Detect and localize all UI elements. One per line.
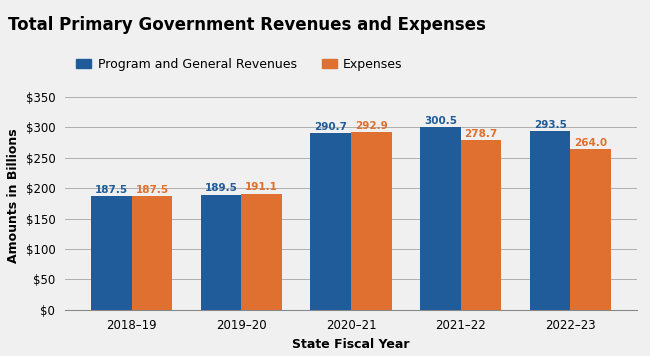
- X-axis label: State Fiscal Year: State Fiscal Year: [292, 338, 410, 351]
- Bar: [420, 127, 461, 310]
- Text: 293.5: 293.5: [534, 120, 567, 130]
- Bar: [131, 196, 172, 310]
- Bar: [241, 194, 282, 310]
- Y-axis label: Amounts in Billions: Amounts in Billions: [7, 129, 20, 263]
- Text: 292.9: 292.9: [355, 121, 387, 131]
- Text: 264.0: 264.0: [574, 138, 607, 148]
- Bar: [571, 149, 611, 310]
- Bar: [530, 131, 571, 310]
- Bar: [461, 140, 501, 310]
- Text: 290.7: 290.7: [314, 122, 347, 132]
- Text: Total Primary Government Revenues and Expenses: Total Primary Government Revenues and Ex…: [8, 16, 486, 35]
- Text: 191.1: 191.1: [245, 182, 278, 192]
- Text: 278.7: 278.7: [464, 129, 498, 139]
- Bar: [311, 133, 351, 310]
- Bar: [351, 132, 391, 310]
- Bar: [91, 196, 131, 310]
- Legend: Program and General Revenues, Expenses: Program and General Revenues, Expenses: [72, 53, 408, 75]
- Text: 187.5: 187.5: [95, 184, 128, 195]
- Text: 189.5: 189.5: [205, 183, 237, 193]
- Bar: [201, 195, 241, 310]
- Text: 300.5: 300.5: [424, 116, 457, 126]
- Text: 187.5: 187.5: [135, 184, 168, 195]
